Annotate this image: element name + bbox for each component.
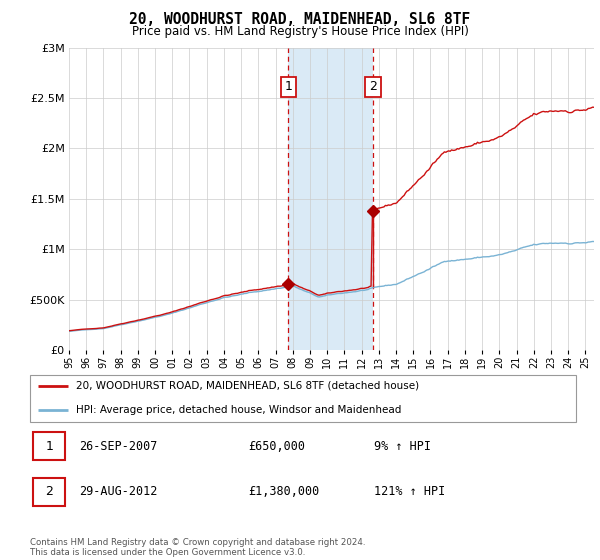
Text: £650,000: £650,000: [248, 440, 305, 453]
Text: Price paid vs. HM Land Registry's House Price Index (HPI): Price paid vs. HM Land Registry's House …: [131, 25, 469, 38]
Text: 20, WOODHURST ROAD, MAIDENHEAD, SL6 8TF: 20, WOODHURST ROAD, MAIDENHEAD, SL6 8TF: [130, 12, 470, 27]
FancyBboxPatch shape: [33, 432, 65, 460]
Text: £1,380,000: £1,380,000: [248, 485, 320, 498]
Text: Contains HM Land Registry data © Crown copyright and database right 2024.
This d: Contains HM Land Registry data © Crown c…: [30, 538, 365, 557]
Text: 2: 2: [45, 485, 53, 498]
FancyBboxPatch shape: [33, 478, 65, 506]
Text: 29-AUG-2012: 29-AUG-2012: [79, 485, 158, 498]
Text: 1: 1: [284, 81, 292, 94]
Text: 121% ↑ HPI: 121% ↑ HPI: [374, 485, 445, 498]
Text: 1: 1: [45, 440, 53, 453]
Text: 20, WOODHURST ROAD, MAIDENHEAD, SL6 8TF (detached house): 20, WOODHURST ROAD, MAIDENHEAD, SL6 8TF …: [76, 381, 419, 391]
FancyBboxPatch shape: [30, 375, 576, 422]
Text: HPI: Average price, detached house, Windsor and Maidenhead: HPI: Average price, detached house, Wind…: [76, 405, 402, 416]
Text: 9% ↑ HPI: 9% ↑ HPI: [374, 440, 431, 453]
Bar: [289, 48, 373, 350]
Text: 26-SEP-2007: 26-SEP-2007: [79, 440, 158, 453]
Text: 2: 2: [369, 81, 377, 94]
